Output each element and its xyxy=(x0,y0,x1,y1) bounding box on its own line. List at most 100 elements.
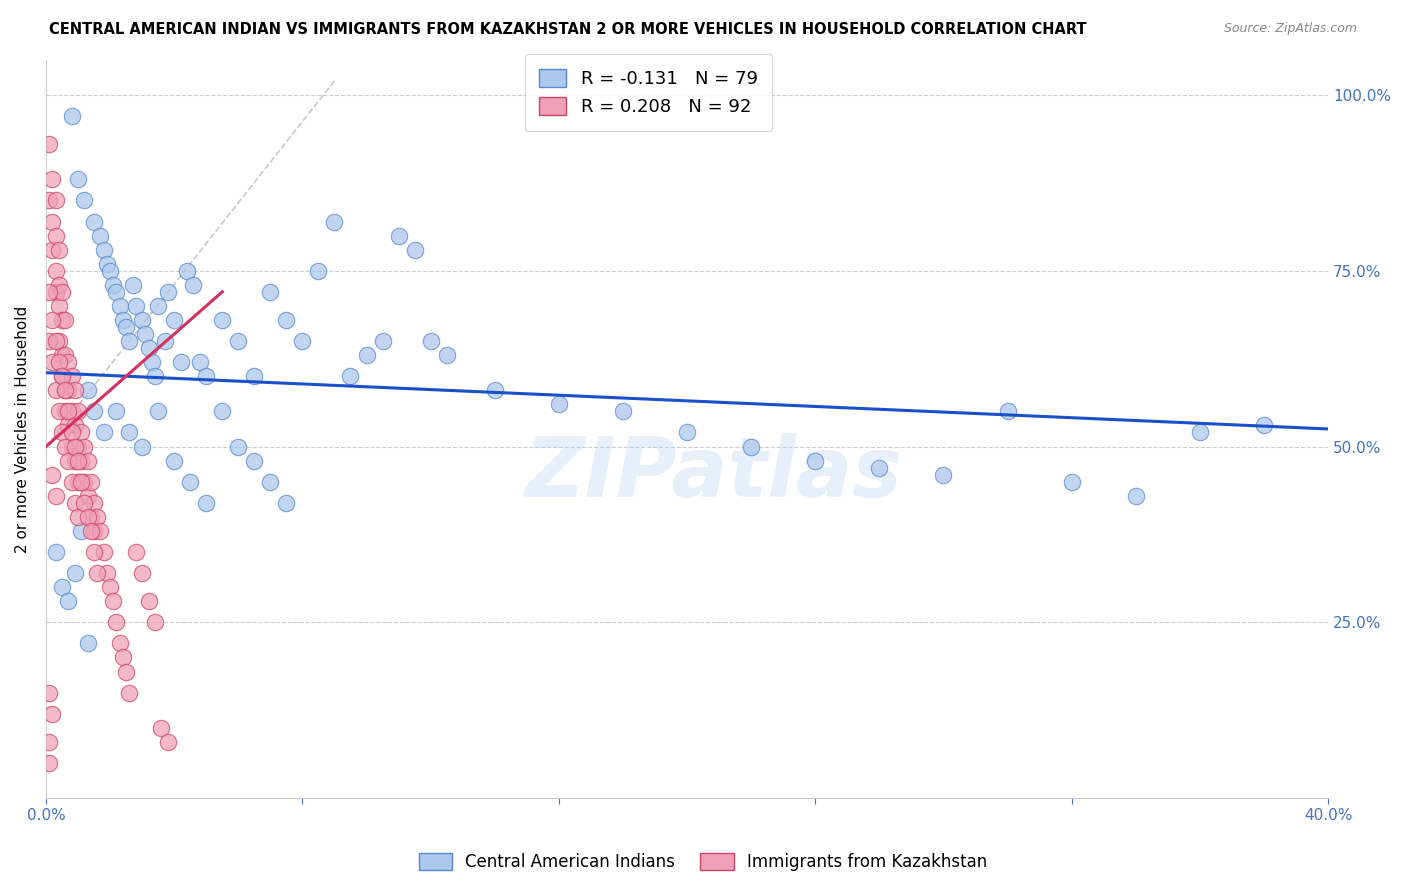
Point xyxy=(73,440,96,454)
Point xyxy=(53,384,76,398)
Point xyxy=(66,440,89,454)
Legend: R = -0.131   N = 79, R = 0.208   N = 92: R = -0.131 N = 79, R = 0.208 N = 92 xyxy=(524,54,772,131)
Point xyxy=(60,404,83,418)
Point xyxy=(63,418,86,433)
Point xyxy=(60,425,83,440)
Point xyxy=(63,453,86,467)
Text: ZIPatlas: ZIPatlas xyxy=(524,433,901,514)
Point xyxy=(60,369,83,384)
Point xyxy=(156,735,179,749)
Point xyxy=(80,475,103,489)
Point xyxy=(146,404,169,418)
Point xyxy=(179,475,201,489)
Point xyxy=(125,299,148,313)
Point xyxy=(323,214,346,228)
Point xyxy=(356,348,378,362)
Point xyxy=(105,285,128,299)
Point xyxy=(93,425,115,440)
Point xyxy=(66,509,89,524)
Point xyxy=(93,545,115,559)
Point xyxy=(143,615,166,630)
Point xyxy=(131,313,153,327)
Point xyxy=(41,243,63,257)
Point xyxy=(66,404,89,418)
Point xyxy=(211,313,233,327)
Point xyxy=(1253,418,1275,433)
Point xyxy=(73,475,96,489)
Point xyxy=(1188,425,1211,440)
Point xyxy=(60,109,83,123)
Point xyxy=(80,524,103,538)
Point xyxy=(41,313,63,327)
Point xyxy=(51,348,73,362)
Point xyxy=(436,348,458,362)
Point xyxy=(419,334,441,348)
Point xyxy=(108,299,131,313)
Point xyxy=(105,404,128,418)
Point xyxy=(868,460,890,475)
Point xyxy=(163,313,186,327)
Point xyxy=(98,264,121,278)
Point xyxy=(188,355,211,369)
Point xyxy=(48,334,70,348)
Point xyxy=(38,285,60,299)
Point xyxy=(138,594,160,608)
Point xyxy=(156,285,179,299)
Point xyxy=(404,243,426,257)
Point xyxy=(96,257,118,271)
Point xyxy=(195,496,218,510)
Point xyxy=(38,137,60,152)
Point xyxy=(86,566,108,580)
Point xyxy=(83,545,105,559)
Point xyxy=(387,228,409,243)
Point xyxy=(83,214,105,228)
Point xyxy=(51,313,73,327)
Point xyxy=(66,453,89,467)
Point xyxy=(45,285,67,299)
Point xyxy=(48,277,70,292)
Point xyxy=(76,636,98,650)
Point xyxy=(141,355,163,369)
Point xyxy=(1060,475,1083,489)
Point xyxy=(93,243,115,257)
Point xyxy=(169,355,191,369)
Point xyxy=(76,453,98,467)
Point xyxy=(83,404,105,418)
Point xyxy=(38,194,60,208)
Point xyxy=(80,509,103,524)
Point xyxy=(118,334,141,348)
Point xyxy=(118,685,141,699)
Point xyxy=(45,384,67,398)
Point xyxy=(105,615,128,630)
Point xyxy=(111,650,134,665)
Point xyxy=(371,334,394,348)
Point xyxy=(53,384,76,398)
Point xyxy=(70,425,93,440)
Point xyxy=(38,735,60,749)
Point xyxy=(51,580,73,594)
Point xyxy=(45,489,67,503)
Point xyxy=(63,566,86,580)
Point xyxy=(259,475,281,489)
Text: CENTRAL AMERICAN INDIAN VS IMMIGRANTS FROM KAZAKHSTAN 2 OR MORE VEHICLES IN HOUS: CENTRAL AMERICAN INDIAN VS IMMIGRANTS FR… xyxy=(49,22,1087,37)
Point xyxy=(153,334,176,348)
Point xyxy=(53,313,76,327)
Point xyxy=(547,397,569,411)
Point xyxy=(45,264,67,278)
Point xyxy=(138,341,160,355)
Point xyxy=(58,355,80,369)
Point xyxy=(48,355,70,369)
Point xyxy=(118,425,141,440)
Point xyxy=(115,665,138,679)
Point xyxy=(96,566,118,580)
Point xyxy=(243,369,266,384)
Point xyxy=(63,384,86,398)
Point xyxy=(41,355,63,369)
Point xyxy=(291,334,314,348)
Point xyxy=(38,685,60,699)
Point xyxy=(484,384,506,398)
Legend: Central American Indians, Immigrants from Kazakhstan: Central American Indians, Immigrants fro… xyxy=(411,845,995,880)
Point xyxy=(41,467,63,482)
Point xyxy=(243,453,266,467)
Y-axis label: 2 or more Vehicles in Household: 2 or more Vehicles in Household xyxy=(15,305,30,552)
